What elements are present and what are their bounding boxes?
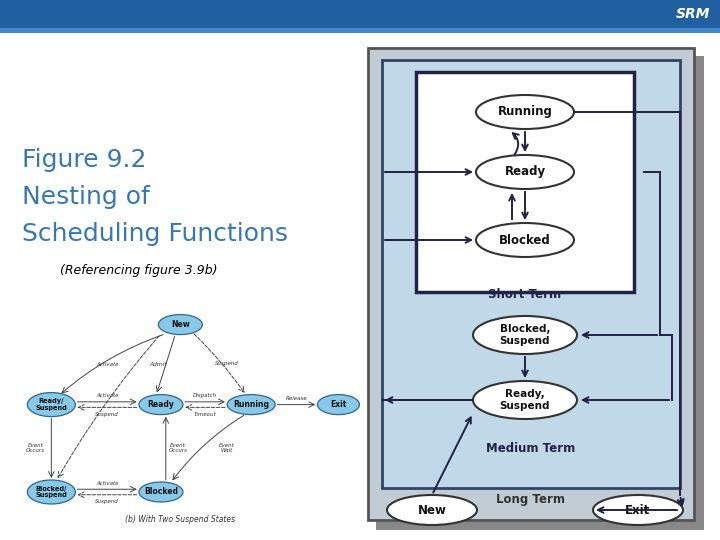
Text: Blocked: Blocked xyxy=(144,488,178,496)
Ellipse shape xyxy=(27,393,76,416)
Text: Blocked,
Suspend: Blocked, Suspend xyxy=(500,324,550,346)
Text: Activate: Activate xyxy=(96,481,118,486)
Bar xyxy=(0,28,720,33)
Text: New: New xyxy=(418,503,446,516)
Bar xyxy=(368,48,694,520)
Text: Release: Release xyxy=(285,396,307,401)
Text: Activate: Activate xyxy=(96,393,118,399)
Text: Suspend: Suspend xyxy=(215,361,239,366)
Text: Exit: Exit xyxy=(330,400,346,409)
Text: Admit: Admit xyxy=(149,362,166,367)
Text: (b) With Two Suspend States: (b) With Two Suspend States xyxy=(125,515,235,524)
Text: Dispatch: Dispatch xyxy=(193,393,217,399)
Ellipse shape xyxy=(318,395,359,415)
Ellipse shape xyxy=(158,315,202,335)
Text: Suspend: Suspend xyxy=(95,412,119,417)
Text: Ready,
Suspend: Ready, Suspend xyxy=(500,389,550,411)
Bar xyxy=(416,72,634,292)
Text: Scheduling Functions: Scheduling Functions xyxy=(22,222,288,246)
Text: Exit: Exit xyxy=(626,503,651,516)
Ellipse shape xyxy=(387,495,477,525)
Text: Blocked: Blocked xyxy=(499,233,551,246)
Ellipse shape xyxy=(476,155,574,189)
Text: Suspend: Suspend xyxy=(95,500,119,504)
Text: Ready: Ready xyxy=(505,165,546,179)
Text: Medium Term: Medium Term xyxy=(487,442,575,455)
Text: Short Term: Short Term xyxy=(488,288,562,301)
Text: Event
Wait: Event Wait xyxy=(219,443,234,454)
Text: Activate: Activate xyxy=(96,362,119,367)
Bar xyxy=(376,56,704,530)
Ellipse shape xyxy=(228,395,275,415)
Text: Long Term: Long Term xyxy=(497,493,565,506)
Text: SRM: SRM xyxy=(675,7,710,21)
Text: Event
Occurs: Event Occurs xyxy=(26,443,45,454)
Ellipse shape xyxy=(27,480,76,504)
Text: Running: Running xyxy=(498,105,552,118)
Ellipse shape xyxy=(473,381,577,419)
Ellipse shape xyxy=(476,223,574,257)
Text: (Referencing figure 3.9b): (Referencing figure 3.9b) xyxy=(60,264,217,277)
Text: Running: Running xyxy=(233,400,269,409)
Text: Event
Occurs: Event Occurs xyxy=(168,443,187,454)
Text: Blocked/
Suspend: Blocked/ Suspend xyxy=(35,486,67,498)
Text: New: New xyxy=(171,320,190,329)
Text: Ready/
Suspend: Ready/ Suspend xyxy=(35,399,67,411)
Ellipse shape xyxy=(139,482,183,502)
Text: Ready: Ready xyxy=(148,400,174,409)
Text: Timeout: Timeout xyxy=(194,412,217,417)
Ellipse shape xyxy=(139,395,183,415)
Ellipse shape xyxy=(593,495,683,525)
Text: Figure 9.2: Figure 9.2 xyxy=(22,148,146,172)
Ellipse shape xyxy=(476,95,574,129)
Bar xyxy=(382,60,680,488)
Bar xyxy=(0,0,720,28)
Text: Nesting of: Nesting of xyxy=(22,185,150,209)
Ellipse shape xyxy=(473,316,577,354)
